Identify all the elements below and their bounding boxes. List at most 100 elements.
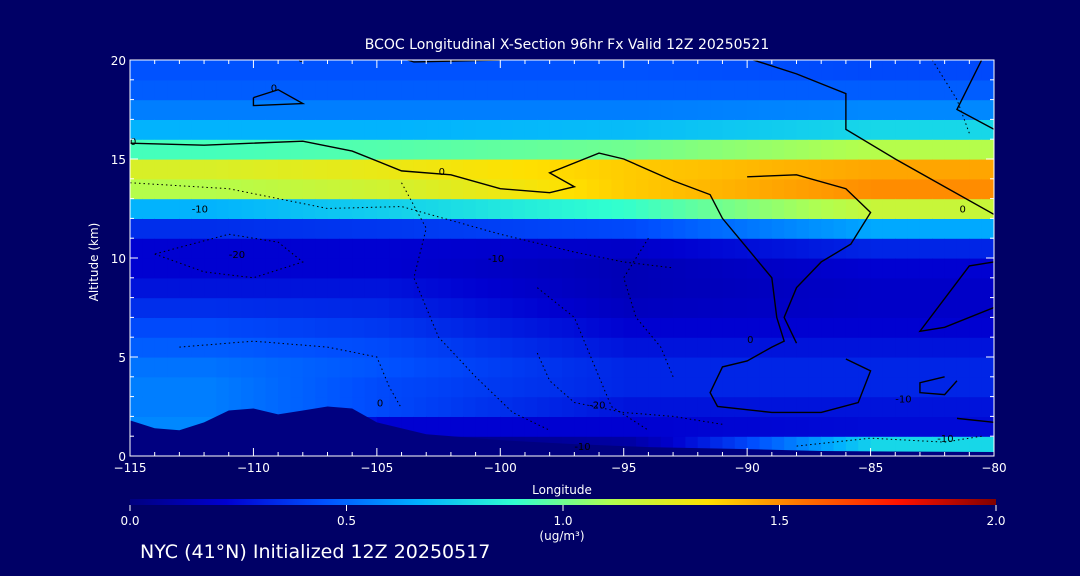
- heatmap-cell: [389, 258, 403, 279]
- heatmap-cell: [487, 99, 501, 120]
- heatmap-cell: [919, 317, 933, 338]
- heatmap-cell: [142, 297, 156, 318]
- heatmap-cell: [648, 396, 662, 417]
- heatmap-cell: [747, 258, 761, 279]
- heatmap-cell: [241, 139, 255, 160]
- heatmap-cell: [710, 297, 724, 318]
- heatmap-cell: [747, 376, 761, 398]
- heatmap-cell: [796, 258, 810, 279]
- heatmap-cell: [463, 297, 477, 318]
- heatmap-cell: [734, 178, 748, 200]
- heatmap-cell: [895, 357, 909, 378]
- heatmap-cell: [562, 139, 575, 160]
- heatmap-cell: [302, 376, 316, 398]
- heatmap-cell: [216, 99, 230, 120]
- heatmap-cell: [327, 337, 341, 358]
- heatmap-cell: [747, 198, 761, 219]
- heatmap-cell: [537, 99, 551, 120]
- heatmap-cell: [376, 297, 390, 318]
- contour-label: 0: [271, 84, 277, 95]
- heatmap-cell: [339, 277, 353, 299]
- heatmap-cell: [981, 297, 994, 318]
- heatmap-cell: [734, 60, 748, 81]
- heatmap-cell: [870, 297, 884, 318]
- heatmap-cell: [450, 79, 464, 101]
- heatmap-cell: [759, 376, 773, 398]
- heatmap-cell: [660, 416, 674, 437]
- heatmap-cell: [895, 317, 909, 338]
- heatmap-cell: [376, 258, 390, 279]
- heatmap-cell: [438, 139, 452, 160]
- heatmap-cell: [562, 238, 575, 259]
- heatmap-cell: [685, 277, 699, 299]
- heatmap-cell: [673, 396, 687, 417]
- heatmap-cell: [907, 119, 921, 140]
- heatmap-cell: [389, 139, 403, 160]
- heatmap-cell: [167, 139, 180, 160]
- heatmap-cell: [882, 159, 896, 180]
- heatmap-cell: [463, 79, 477, 101]
- heatmap-cell: [339, 99, 353, 120]
- heatmap-cell: [352, 159, 366, 180]
- heatmap-cell: [154, 119, 168, 140]
- heatmap-cell: [919, 139, 933, 160]
- heatmap-cell: [821, 317, 835, 338]
- heatmap-cell: [796, 60, 810, 81]
- heatmap-cell: [759, 218, 773, 239]
- heatmap-cell: [611, 258, 625, 279]
- heatmap-cell: [265, 60, 279, 81]
- heatmap-cell: [599, 357, 612, 378]
- heatmap-cell: [463, 258, 477, 279]
- heatmap-cell: [364, 218, 378, 239]
- heatmap-cell: [524, 139, 538, 160]
- heatmap-cell: [673, 198, 687, 219]
- heatmap-cell: [845, 238, 859, 259]
- heatmap-cell: [660, 119, 674, 140]
- heatmap-cell: [833, 79, 847, 101]
- heatmap-cell: [512, 60, 526, 81]
- heatmap-cell: [759, 178, 773, 200]
- heatmap-cell: [512, 337, 526, 358]
- heatmap-cell: [302, 337, 316, 358]
- heatmap-cell: [302, 238, 316, 259]
- heatmap-cell: [907, 277, 921, 299]
- heatmap-cell: [623, 258, 637, 279]
- heatmap-cell: [808, 99, 822, 120]
- contour-label: -20: [589, 401, 605, 412]
- heatmap-cell: [376, 317, 390, 338]
- heatmap-cell: [611, 119, 625, 140]
- heatmap-cell: [858, 119, 872, 140]
- heatmap-cell: [722, 357, 736, 378]
- heatmap-cell: [265, 337, 279, 358]
- heatmap-cell: [771, 139, 785, 160]
- heatmap-cell: [463, 218, 477, 239]
- heatmap-cell: [450, 317, 464, 338]
- heatmap-cell: [364, 99, 378, 120]
- heatmap-cell: [130, 159, 143, 180]
- heatmap-cell: [142, 198, 156, 219]
- heatmap-cell: [450, 357, 464, 378]
- heatmap-cell: [512, 376, 526, 398]
- heatmap-cell: [549, 317, 563, 338]
- heatmap-cell: [154, 218, 168, 239]
- heatmap-cell: [413, 337, 427, 358]
- heatmap-cell: [981, 178, 994, 200]
- heatmap-cell: [413, 238, 427, 259]
- heatmap-cell: [253, 357, 267, 378]
- heatmap-cell: [734, 99, 748, 120]
- heatmap-cell: [352, 376, 366, 398]
- heatmap-cell: [438, 337, 452, 358]
- heatmap-cell: [364, 317, 378, 338]
- heatmap-cell: [500, 317, 514, 338]
- heatmap-cell: [808, 317, 822, 338]
- heatmap-cell: [438, 238, 452, 259]
- heatmap-cell: [216, 218, 230, 239]
- colorbar-tick-label: 0.0: [120, 514, 139, 528]
- heatmap-cell: [376, 139, 390, 160]
- heatmap-cell: [537, 60, 551, 81]
- heatmap-cell: [204, 119, 217, 140]
- heatmap-cell: [327, 60, 341, 81]
- heatmap-cell: [845, 396, 859, 417]
- heatmap-cell: [413, 198, 427, 219]
